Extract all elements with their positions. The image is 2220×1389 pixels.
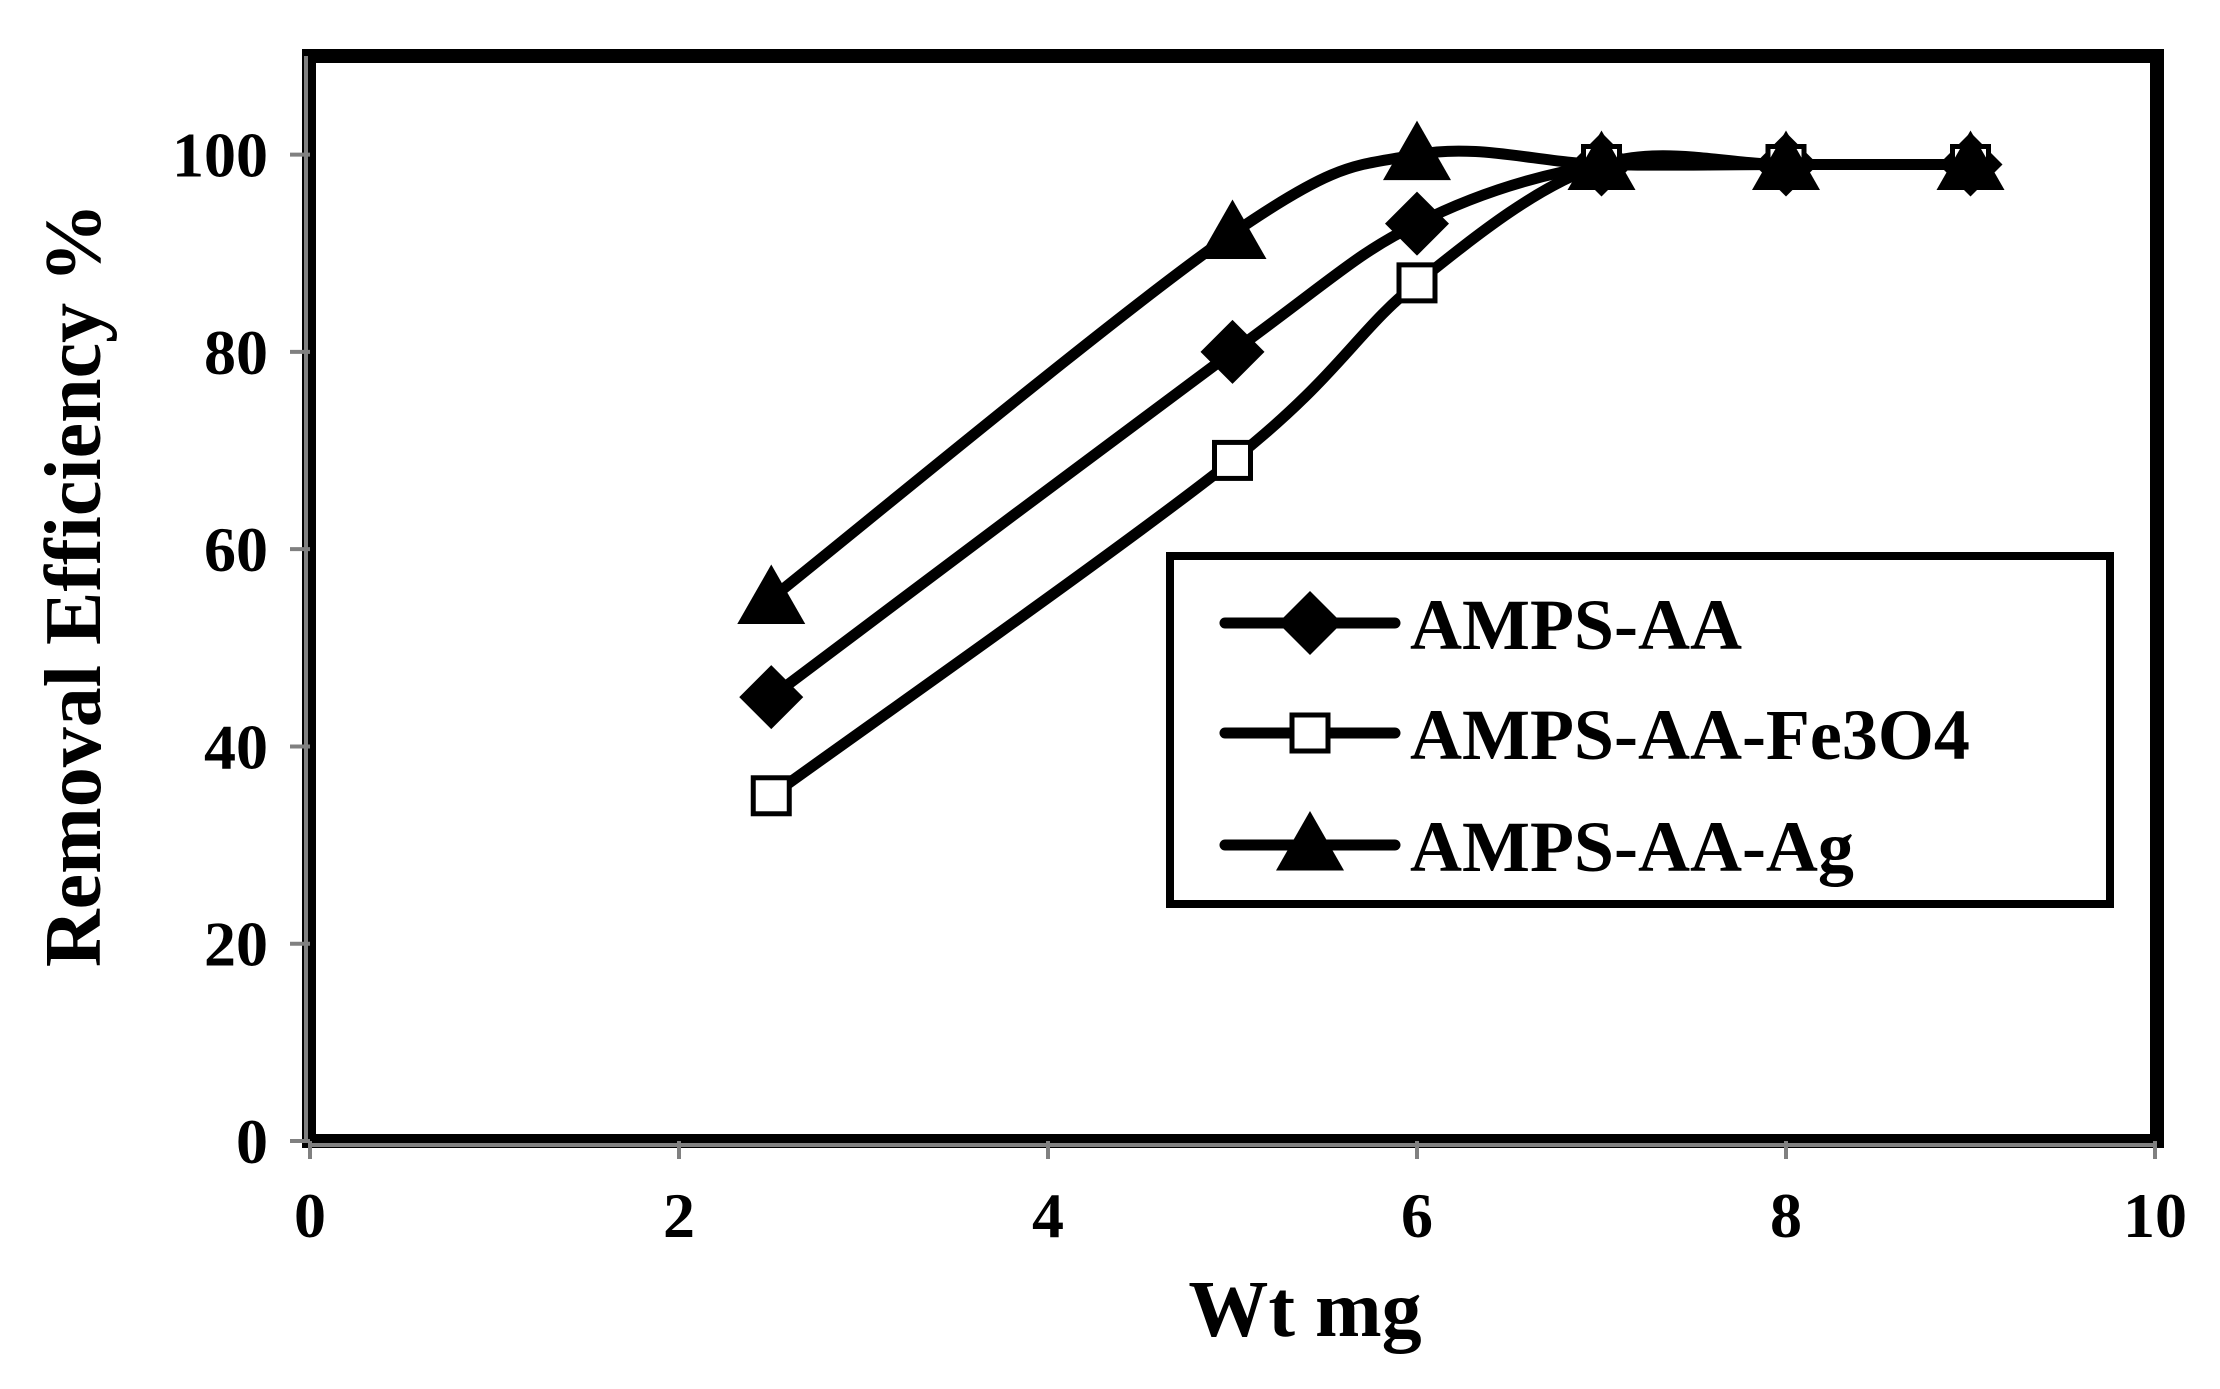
legend-label: AMPS-AA-Ag (1410, 807, 1854, 887)
y-tick-label: 0 (236, 1106, 268, 1177)
y-tick-label: 100 (172, 120, 268, 191)
data-point (1383, 120, 1451, 181)
legend: AMPS-AA AMPS-AA-Fe3O4 AMPS-AA-Ag (1166, 552, 2114, 908)
series-amps-aa-ag (737, 120, 2005, 624)
data-point (1385, 191, 1449, 256)
legend-entry-amps-aa-fe3o4: AMPS-AA-Fe3O4 (1219, 695, 1970, 775)
data-point (750, 775, 792, 817)
x-tick-label: 10 (2123, 1180, 2187, 1251)
data-point (1396, 262, 1438, 304)
y-axis-label: Removal Efficiency % (30, 203, 118, 967)
legend-label: AMPS-AA-Fe3O4 (1410, 695, 1970, 775)
legend-entry-amps-aa: AMPS-AA (1219, 585, 1742, 665)
y-tick-label: 60 (204, 514, 268, 585)
legend-marker (1278, 591, 1342, 655)
data-point (1567, 130, 1636, 190)
data-point (1200, 319, 1265, 384)
data-point (737, 564, 806, 624)
y-tick-label: 20 (204, 909, 268, 980)
data-point (1212, 439, 1253, 481)
x-tick-label: 6 (1401, 1180, 1433, 1251)
data-point (739, 665, 804, 730)
legend-entry-amps-aa-ag: AMPS-AA-Ag (1219, 807, 1854, 887)
y-tick-label: 40 (204, 711, 268, 782)
legend-marker (1276, 811, 1344, 871)
legend-marker (1289, 712, 1331, 754)
x-tick-label: 2 (663, 1180, 695, 1251)
legend-label: AMPS-AA (1410, 585, 1742, 665)
data-point (1752, 130, 1820, 190)
x-tick-label: 0 (294, 1180, 326, 1251)
x-tick-label: 4 (1032, 1180, 1064, 1251)
data-point (1936, 130, 2005, 190)
series-layer (737, 120, 2005, 817)
data-point (1198, 199, 1267, 260)
x-tick-label: 8 (1770, 1180, 1802, 1251)
y-tick-label: 80 (204, 317, 268, 388)
x-axis-label: Wt mg (1188, 1266, 1421, 1354)
